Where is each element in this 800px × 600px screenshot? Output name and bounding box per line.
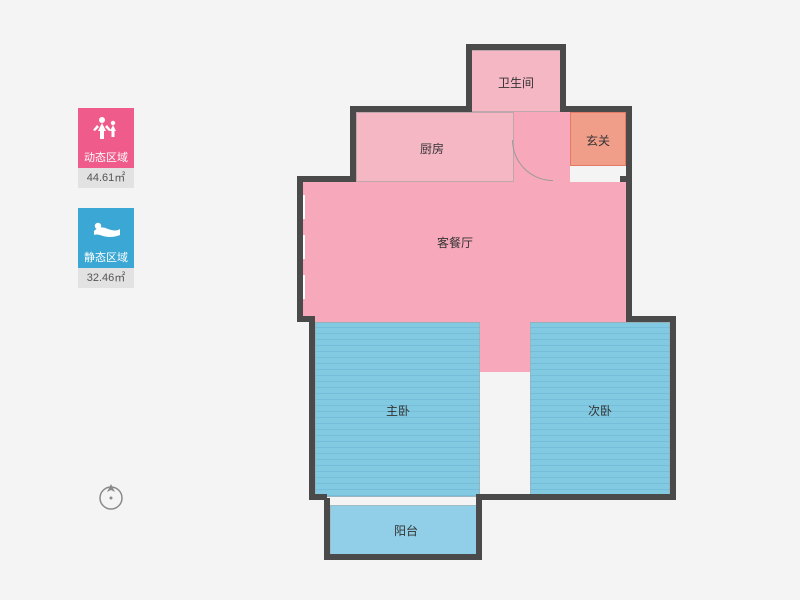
legend-dynamic: 动态区域 44.61㎡ (78, 108, 134, 188)
legend-dynamic-icon (78, 108, 134, 148)
legend-static-icon (78, 208, 134, 248)
room-living-b (303, 182, 626, 322)
room-bathroom (470, 50, 562, 112)
room-living-c (480, 322, 530, 372)
legend-static-value: 32.46㎡ (78, 268, 134, 288)
wall-segment (324, 498, 330, 560)
window-mark (303, 195, 305, 219)
room-entry (570, 112, 626, 166)
floorplan-canvas: 动态区域 44.61㎡ 静态区域 32.46㎡ 客餐厅 卫生间 厨房 玄关 主卧… (0, 0, 800, 600)
legend-dynamic-value: 44.61㎡ (78, 168, 134, 188)
room-kitchen (356, 112, 514, 182)
room-master-bed (315, 322, 480, 497)
sleep-icon (90, 217, 122, 239)
wall-segment (309, 316, 315, 500)
window-mark (303, 235, 305, 259)
room-second-bed (530, 322, 670, 497)
people-icon (91, 115, 121, 141)
room-balcony (330, 505, 480, 555)
wall-segment (350, 106, 356, 182)
wall-segment (476, 494, 676, 500)
wall-segment (560, 106, 632, 112)
wall-segment (670, 316, 676, 500)
wall-segment (324, 554, 482, 560)
compass-icon (95, 480, 127, 512)
legend-static-label: 静态区域 (78, 248, 134, 268)
wall-segment (626, 316, 676, 322)
legend-dynamic-label: 动态区域 (78, 148, 134, 168)
legend-static: 静态区域 32.46㎡ (78, 208, 134, 288)
wall-segment (297, 176, 353, 182)
window-mark (303, 275, 305, 299)
wall-segment (476, 498, 482, 560)
wall-segment (560, 44, 566, 112)
wall-segment (350, 106, 470, 112)
wall-segment (626, 176, 632, 322)
wall-segment (626, 106, 632, 182)
wall-segment (466, 44, 472, 112)
wall-segment (466, 44, 566, 50)
